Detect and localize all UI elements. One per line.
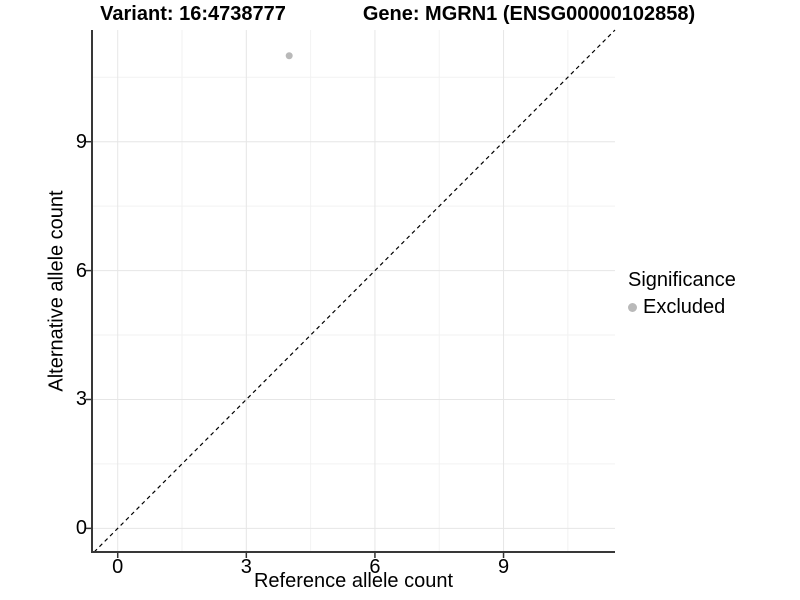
- plot-title-gene: Gene: MGRN1 (ENSG00000102858): [362, 3, 696, 25]
- legend-entry-label: Excluded: [643, 296, 726, 318]
- y-tick-label: 3: [75, 388, 87, 411]
- y-tick-label: 6: [75, 259, 87, 282]
- y-tick-label: 9: [75, 130, 87, 153]
- legend-entry-excluded: Excluded: [628, 295, 736, 319]
- legend-marker-excluded-icon: [628, 302, 637, 312]
- legend-title: Significance: [628, 269, 736, 291]
- x-tick-label: 3: [240, 556, 252, 578]
- legend: Significance Excluded: [628, 268, 736, 319]
- identity-dashed-line: [93, 29, 616, 553]
- x-axis-title: Reference allele count: [253, 570, 453, 592]
- x-tick-label: 0: [112, 556, 124, 578]
- x-tick-label: 6: [369, 556, 381, 578]
- plot-title-variant: Variant: 16:4738777: [100, 3, 286, 25]
- y-tick-label: 0: [75, 517, 87, 540]
- data-point: [285, 52, 293, 60]
- x-tick-label: 9: [497, 556, 510, 578]
- y-axis-title: Alternative allele count: [45, 190, 68, 392]
